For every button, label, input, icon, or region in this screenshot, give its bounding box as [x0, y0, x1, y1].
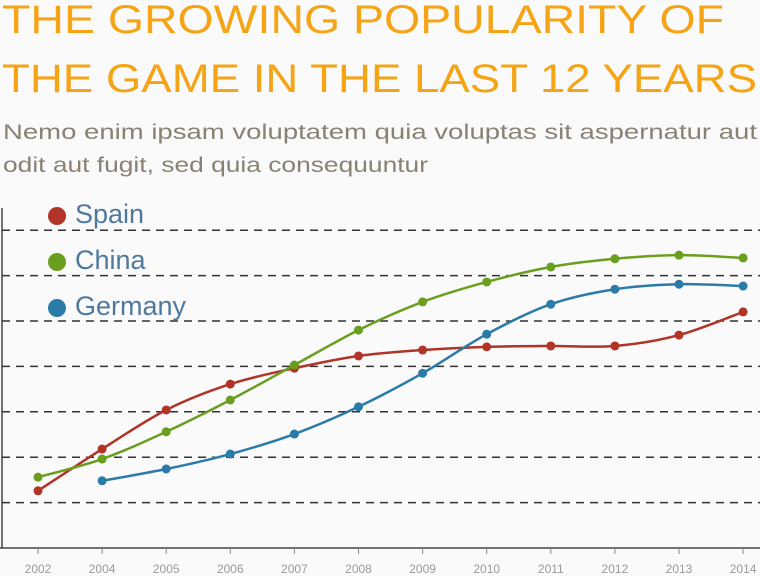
point — [610, 341, 620, 351]
point — [161, 427, 171, 437]
point — [482, 342, 492, 352]
legend-marker — [48, 207, 66, 225]
x-tick-label: 2014 — [730, 562, 757, 576]
x-tick-label: 2002 — [25, 562, 52, 576]
point — [482, 277, 492, 287]
point — [354, 351, 363, 361]
point — [33, 472, 43, 482]
x-tick-label: 2011 — [538, 562, 564, 576]
point — [354, 325, 363, 335]
chart-title: THE GAME IN THE LAST 12 YEARS — [2, 57, 757, 101]
x-tick-label: 2005 — [153, 562, 180, 576]
point — [418, 297, 428, 307]
legend-label: China — [75, 245, 147, 275]
point — [546, 341, 556, 351]
point — [546, 262, 556, 272]
point — [225, 449, 235, 459]
x-tick-label: 2004 — [89, 562, 116, 576]
line — [37, 253, 744, 479]
point — [97, 476, 107, 486]
point — [354, 402, 363, 412]
point — [418, 368, 428, 378]
point — [418, 345, 428, 355]
line — [37, 310, 744, 492]
point — [674, 330, 684, 340]
point — [97, 454, 107, 464]
point — [33, 486, 43, 496]
x-tick-label: 2008 — [345, 562, 372, 576]
point — [482, 329, 492, 339]
x-tick-label: 2013 — [666, 562, 693, 576]
point — [289, 360, 299, 370]
legend-marker — [48, 299, 66, 317]
point — [161, 464, 171, 474]
point — [674, 279, 684, 289]
point — [97, 444, 107, 454]
point — [674, 250, 684, 260]
legend-label: Germany — [75, 291, 187, 321]
point — [610, 254, 620, 264]
point — [738, 281, 748, 291]
x-tick-label: 2010 — [473, 562, 500, 576]
point — [546, 299, 556, 309]
chart-subtitle: odit aut fugit, sed quia consequuntur — [3, 154, 428, 177]
x-tick-label: 2009 — [409, 562, 436, 576]
chart-title: THE GROWING POPULARITY OF — [2, 0, 724, 42]
chart-subtitle: Nemo enim ipsam voluptatem quia voluptas… — [3, 121, 757, 144]
point — [289, 429, 299, 439]
x-tick-label: 2012 — [602, 562, 629, 576]
point — [225, 379, 235, 389]
point — [738, 253, 748, 263]
point — [738, 307, 748, 317]
point — [225, 395, 235, 405]
point — [161, 405, 171, 415]
x-tick-label: 2006 — [217, 562, 244, 576]
legend-label: Spain — [75, 199, 144, 229]
legend-marker — [48, 253, 66, 271]
line — [101, 282, 744, 483]
x-tick-label: 2007 — [281, 562, 308, 576]
point — [610, 284, 620, 294]
